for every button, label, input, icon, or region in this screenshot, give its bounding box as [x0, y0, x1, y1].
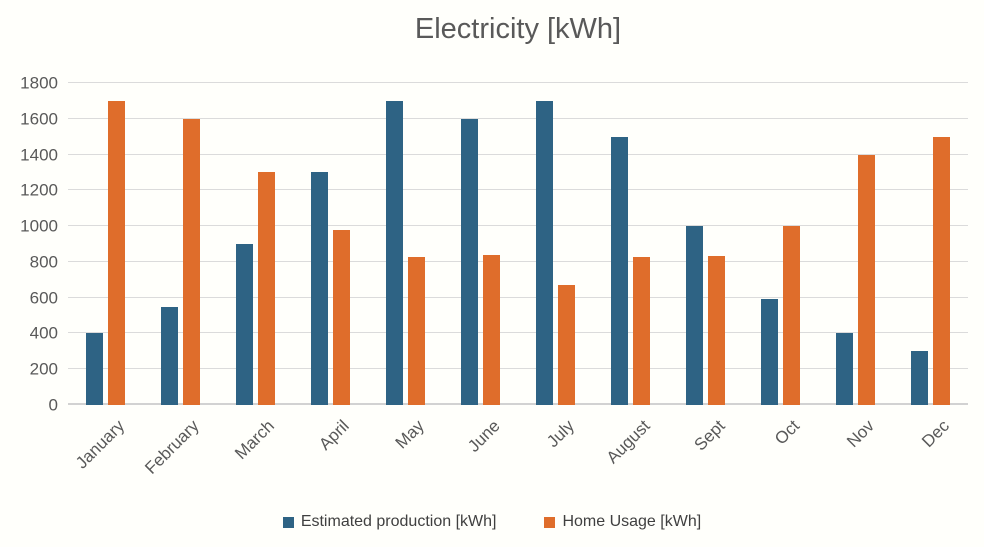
- gridline: [68, 189, 968, 191]
- legend-swatch-icon: [282, 516, 294, 528]
- y-tick-label: 1600: [20, 109, 58, 129]
- bar-group: [218, 83, 293, 405]
- bar-estimated-production: [536, 100, 553, 405]
- legend-swatch-icon: [544, 516, 556, 528]
- bar-estimated-production: [911, 351, 928, 405]
- bar-group: [668, 83, 743, 405]
- y-tick-label: 200: [29, 359, 58, 379]
- x-tick-label: Dec: [918, 416, 954, 452]
- bar-home-usage: [108, 100, 125, 405]
- gridline: [68, 260, 968, 262]
- bar-group: [818, 83, 893, 405]
- bar-group: [743, 83, 818, 405]
- bar-group: [893, 83, 968, 405]
- bar-estimated-production: [836, 333, 853, 405]
- bar-estimated-production: [311, 172, 328, 405]
- bar-group: [368, 83, 443, 405]
- legend-item: Estimated production [kWh]: [282, 513, 497, 531]
- legend-item: Home Usage [kWh]: [544, 513, 701, 531]
- bar-estimated-production: [86, 333, 103, 405]
- x-tick-label: Nov: [843, 416, 879, 452]
- bar-home-usage: [708, 255, 725, 405]
- bar-group: [68, 83, 143, 405]
- bar-home-usage: [333, 229, 350, 405]
- gridline: [68, 225, 968, 227]
- x-tick-label: March: [231, 416, 279, 464]
- bar-group: [518, 83, 593, 405]
- bar-group: [443, 83, 518, 405]
- bar-home-usage: [483, 254, 500, 405]
- x-axis: January February March April May June July Augu…: [68, 405, 968, 495]
- x-tick-label: May: [392, 416, 429, 453]
- y-axis: 0 200 400 600 800 1000 1200 1400 1600 1800: [0, 75, 58, 414]
- bar-home-usage: [558, 285, 575, 405]
- bar-estimated-production: [161, 306, 178, 405]
- legend-label: Home Usage [kWh]: [562, 513, 702, 530]
- bar-estimated-production: [611, 136, 628, 405]
- y-tick-label: 1000: [20, 216, 58, 236]
- bar-home-usage: [183, 118, 200, 405]
- x-tick-label: June: [463, 416, 504, 456]
- gridline: [68, 332, 968, 334]
- y-tick-label: 1400: [20, 145, 58, 165]
- x-tick-label: Oct: [771, 416, 804, 449]
- bar-group: [143, 83, 218, 405]
- bar-estimated-production: [686, 226, 703, 405]
- gridline: [68, 296, 968, 298]
- bar-group: [593, 83, 668, 405]
- bar-home-usage: [408, 256, 425, 405]
- bar-home-usage: [258, 172, 275, 405]
- x-axis-line: [68, 403, 968, 405]
- x-tick-label: July: [543, 416, 579, 452]
- y-tick-label: 400: [29, 323, 58, 343]
- legend: Estimated production [kWh] Home Usage [kW…: [0, 513, 984, 531]
- bar-estimated-production: [236, 244, 253, 405]
- gridline: [68, 82, 968, 83]
- y-tick-label: 1800: [20, 73, 58, 93]
- y-tick-label: 0: [48, 395, 58, 415]
- x-tick-label: February: [141, 416, 204, 478]
- x-tick-label: Sept: [690, 416, 729, 455]
- gridline: [68, 117, 968, 119]
- bar-home-usage: [858, 154, 875, 405]
- gridline: [68, 368, 968, 370]
- x-tick-label: August: [602, 416, 654, 468]
- y-tick-label: 800: [29, 252, 58, 272]
- gridline: [68, 153, 968, 155]
- legend-label: Estimated production [kWh]: [300, 513, 497, 530]
- bar-estimated-production: [461, 118, 478, 405]
- chart-title: Electricity [kWh]: [414, 13, 622, 45]
- y-tick-label: 1200: [20, 180, 58, 200]
- y-tick-label: 600: [29, 288, 58, 308]
- bar-home-usage: [933, 136, 950, 405]
- x-tick-label: April: [315, 416, 354, 454]
- plot-area: [68, 82, 968, 405]
- bar-home-usage: [633, 256, 650, 405]
- bar-home-usage: [783, 226, 800, 405]
- bar-estimated-production: [761, 299, 778, 405]
- x-tick-label: January: [72, 416, 129, 473]
- bar-group: [293, 83, 368, 405]
- bar-estimated-production: [386, 100, 403, 405]
